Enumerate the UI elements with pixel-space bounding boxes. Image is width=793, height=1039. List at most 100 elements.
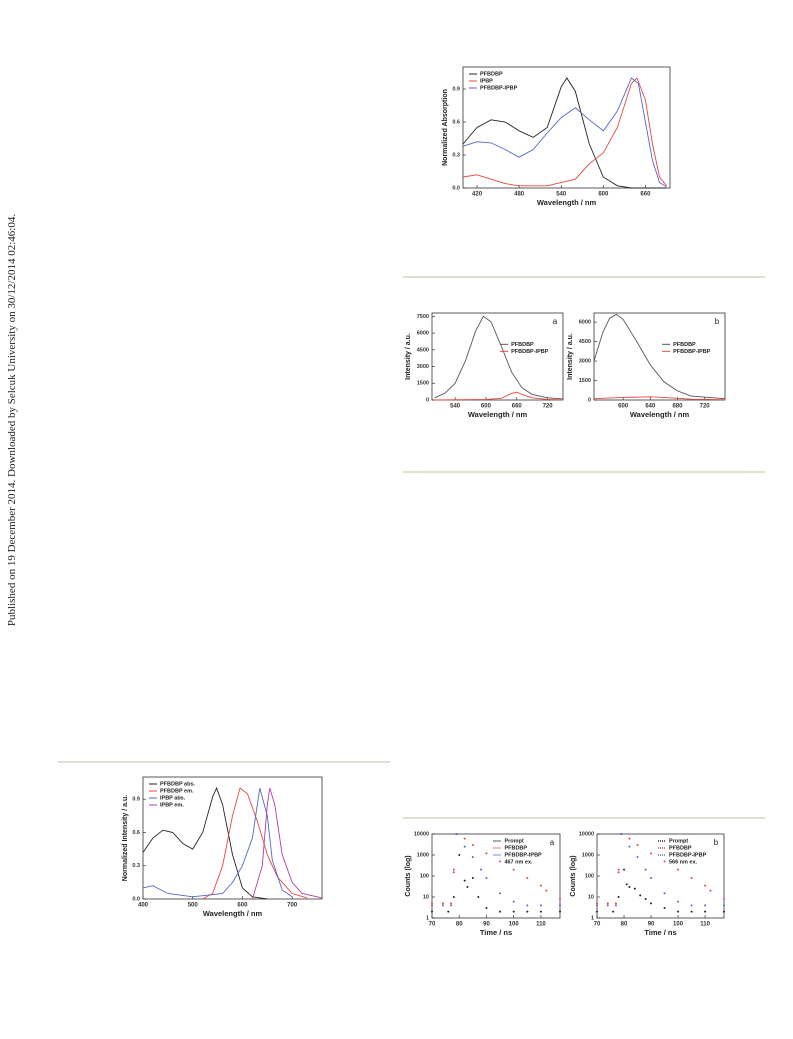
y-tick-label: 4500 (579, 339, 591, 345)
data-point (628, 837, 631, 840)
y-tick-label: 6000 (579, 320, 591, 326)
x-tick-label: 400 (138, 903, 149, 909)
x-tick-label: 70 (429, 922, 436, 928)
data-point (463, 845, 466, 848)
x-axis-label: Wavelength / nm (203, 909, 263, 918)
x-tick-label: 640 (645, 404, 656, 410)
data-point (606, 904, 609, 907)
series-line (434, 391, 564, 401)
x-tick-label: 680 (672, 404, 683, 410)
x-tick-label: 100 (673, 922, 684, 928)
x-tick-label: 80 (456, 922, 463, 928)
data-point (441, 904, 444, 907)
data-point (690, 910, 693, 913)
y-tick-label: 3000 (417, 364, 429, 370)
data-point (723, 910, 725, 913)
data-point (431, 910, 433, 913)
data-point (617, 868, 620, 871)
data-point (704, 884, 707, 887)
y-axis-label: Normalized Intensity / a.u. (122, 795, 129, 881)
x-tick-label: 700 (287, 903, 298, 909)
x-axis-label: Time / ns (480, 928, 512, 937)
y-tick-label: 0.9 (132, 797, 140, 803)
data-point (663, 906, 666, 909)
data-point (499, 892, 502, 895)
data-point (477, 896, 480, 898)
data-point (709, 889, 712, 892)
legend-label: PFBDBP-IPBP (669, 852, 707, 858)
x-tick-label: 480 (514, 192, 525, 198)
x-tick-label: 660 (512, 404, 523, 410)
data-point (450, 902, 453, 905)
data-point (559, 898, 561, 901)
note: 566 nm ex. (669, 859, 698, 865)
y-tick-label: 0.0 (452, 185, 460, 191)
data-point (526, 877, 529, 880)
x-tick-label: 720 (543, 404, 554, 410)
panel-label: b (714, 838, 719, 847)
data-point (614, 902, 617, 905)
data-point (677, 900, 680, 903)
data-point (545, 889, 548, 892)
y-tick-label: 0.3 (132, 863, 140, 869)
data-point (512, 868, 515, 871)
data-point (617, 871, 620, 874)
chart: 420 480 540 600 660 0.0 0.3 0.6 0.9 Wavelength / … (442, 66, 671, 207)
y-tick-label: 0.0 (132, 896, 140, 902)
y-tick-label: 10000 (414, 831, 429, 837)
y-tick-label: 10 (588, 894, 594, 900)
data-point (466, 885, 469, 888)
x-tick-label: 720 (700, 404, 711, 410)
data-point (650, 852, 653, 855)
data-point (663, 860, 666, 863)
x-tick-label: 600 (598, 192, 609, 198)
y-axis-label: Intensity / a.u. (567, 333, 574, 380)
legend-label: PFBDBP (504, 845, 527, 851)
x-tick-label: 80 (621, 922, 628, 928)
plot-frame (431, 312, 564, 401)
data-point (559, 904, 561, 907)
x-tick-label: 110 (536, 922, 546, 928)
y-tick-label: 6000 (417, 331, 429, 337)
chart: 540 600 660 720 0 1500 3000 4500 6000 7500 Wavelen… (405, 312, 564, 419)
series-line (202, 787, 308, 900)
y-axis-label: Normalized Absorption (442, 89, 449, 166)
series-line (462, 77, 667, 187)
x-tick-label: 90 (483, 922, 490, 928)
data-point (485, 877, 488, 880)
legend-label: Prompt (669, 838, 688, 844)
y-axis-label: Counts (log) (570, 855, 577, 896)
plot-frame (462, 66, 671, 189)
data-point (620, 833, 623, 835)
x-tick-label: 540 (450, 404, 461, 410)
data-point (636, 843, 639, 846)
x-tick-label: 600 (618, 404, 629, 410)
data-point (539, 904, 542, 907)
data-point (663, 892, 666, 895)
panel-label: a (550, 838, 555, 847)
legend-label: PFBDBP abs. (160, 781, 196, 787)
y-tick-label: 1500 (417, 381, 429, 387)
data-point (596, 902, 598, 905)
series-line (142, 787, 293, 898)
data-point (617, 896, 620, 898)
y-tick-label: 1000 (417, 852, 429, 858)
data-point (499, 910, 502, 913)
y-tick-label: 1500 (579, 378, 591, 384)
x-axis-label: Wavelength / nm (630, 410, 690, 419)
data-point (485, 906, 488, 909)
data-point (677, 910, 680, 913)
data-point (614, 904, 617, 907)
series-line (593, 313, 726, 400)
legend-label: PFBDBP-IPBP (480, 85, 518, 91)
plot-frame (593, 312, 726, 401)
legend-label: PFBDBP-IPBP (504, 852, 542, 858)
data-point (455, 833, 458, 835)
data-point (723, 898, 725, 901)
data-point (639, 894, 642, 897)
series-line (251, 787, 323, 900)
data-point (677, 868, 680, 871)
